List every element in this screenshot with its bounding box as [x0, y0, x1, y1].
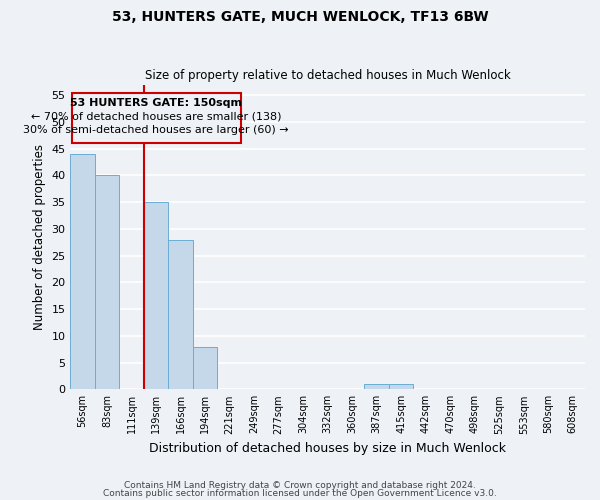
Bar — [70, 154, 95, 390]
FancyBboxPatch shape — [71, 92, 241, 144]
Title: Size of property relative to detached houses in Much Wenlock: Size of property relative to detached ho… — [145, 69, 511, 82]
Bar — [364, 384, 389, 390]
Bar — [95, 176, 119, 390]
Bar — [169, 240, 193, 390]
Text: Contains HM Land Registry data © Crown copyright and database right 2024.: Contains HM Land Registry data © Crown c… — [124, 480, 476, 490]
Bar — [144, 202, 169, 390]
Text: ← 70% of detached houses are smaller (138): ← 70% of detached houses are smaller (13… — [31, 112, 281, 122]
Text: Contains public sector information licensed under the Open Government Licence v3: Contains public sector information licen… — [103, 489, 497, 498]
Y-axis label: Number of detached properties: Number of detached properties — [33, 144, 46, 330]
Text: 53, HUNTERS GATE, MUCH WENLOCK, TF13 6BW: 53, HUNTERS GATE, MUCH WENLOCK, TF13 6BW — [112, 10, 488, 24]
Bar — [389, 384, 413, 390]
Text: 53 HUNTERS GATE: 150sqm: 53 HUNTERS GATE: 150sqm — [70, 98, 242, 108]
Bar — [193, 346, 217, 390]
Text: 30% of semi-detached houses are larger (60) →: 30% of semi-detached houses are larger (… — [23, 124, 289, 134]
X-axis label: Distribution of detached houses by size in Much Wenlock: Distribution of detached houses by size … — [149, 442, 506, 455]
